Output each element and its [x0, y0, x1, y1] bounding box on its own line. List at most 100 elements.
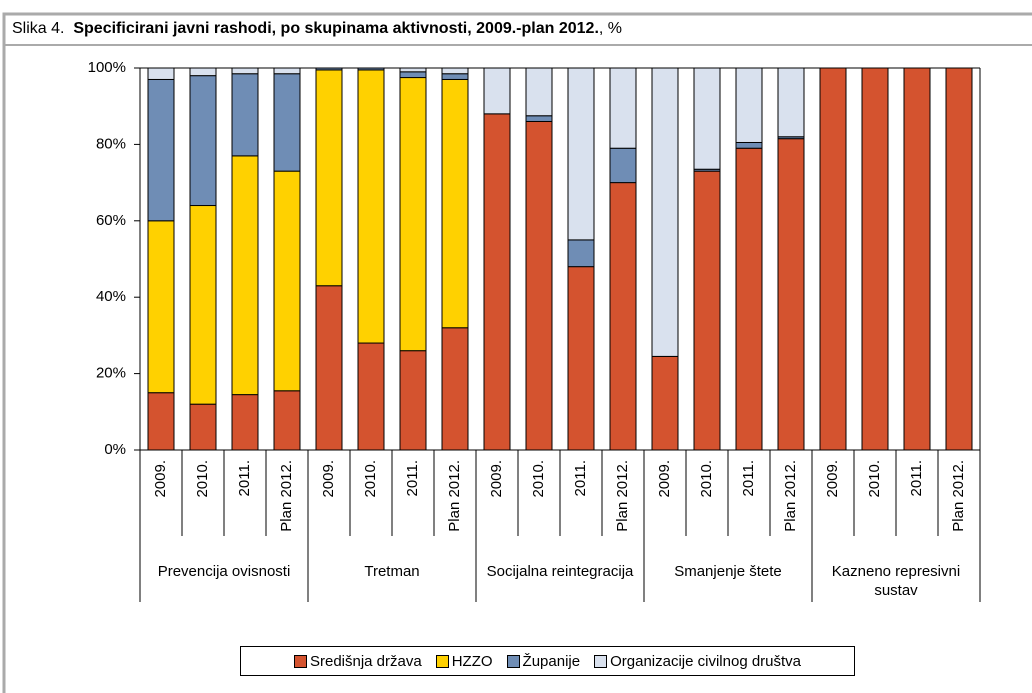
- bar-segment: [735, 147, 763, 451]
- group-label: Tretman: [364, 563, 420, 580]
- x-tick-label: 2010.: [530, 460, 547, 498]
- x-tick-label: 2010.: [866, 460, 883, 498]
- legend-label: Središnja država: [309, 652, 422, 670]
- bar-segment: [525, 115, 553, 122]
- chart-title: Slika 4. Specificirani javni rashodi, po…: [12, 20, 622, 38]
- bar-segment: [441, 327, 469, 451]
- bar-segment: [273, 390, 301, 451]
- x-tick-label: 2009.: [320, 460, 337, 498]
- legend-label: HZZO: [451, 652, 493, 670]
- bar-segment: [861, 67, 889, 451]
- x-tick-label: 2010.: [698, 460, 715, 498]
- x-tick-label: 2010.: [194, 460, 211, 498]
- x-tick-label: Plan 2012.: [446, 460, 463, 532]
- x-tick-label: 2009.: [824, 460, 841, 498]
- bar-segment: [609, 147, 637, 184]
- bar-segment: [525, 120, 553, 451]
- title-suffix: , %: [598, 20, 623, 37]
- bar-segment: [399, 71, 427, 79]
- y-tick-label: 60%: [96, 212, 126, 229]
- bar-segment: [147, 392, 175, 451]
- frame: [2, 12, 1032, 693]
- y-tick-label: 80%: [96, 135, 126, 152]
- x-tick-label: Plan 2012.: [950, 460, 967, 532]
- bar-segment: [357, 342, 385, 451]
- bar-segment: [441, 78, 469, 329]
- bar-segment: [483, 67, 511, 115]
- bar-segment: [399, 350, 427, 451]
- legend-swatch: [435, 654, 449, 668]
- y-tick-label: 20%: [96, 365, 126, 382]
- x-tick-label: 2009.: [152, 460, 169, 498]
- bar-segment: [819, 67, 847, 451]
- legend: Središnja država HZZO Županije Organizacije…: [240, 646, 855, 676]
- bar-segment: [147, 67, 175, 80]
- group-label: Socijalna reintegracija: [486, 563, 634, 580]
- bar-segment: [189, 403, 217, 451]
- group-label: Kazneno represivni sustav: [831, 563, 961, 599]
- bar-segment: [735, 67, 763, 143]
- x-tick-label: 2010.: [362, 460, 379, 498]
- bar-segment: [945, 67, 973, 451]
- bar-segment: [441, 73, 469, 80]
- bar-segment: [315, 69, 343, 287]
- bar-segment: [399, 67, 427, 73]
- y-tick-label: 100%: [88, 59, 126, 76]
- bar-segment: [231, 73, 259, 157]
- bar-segment: [147, 220, 175, 394]
- bar-segment: [441, 67, 469, 75]
- bar-segment: [273, 67, 301, 75]
- group-label: Smanjenje štete: [674, 563, 782, 580]
- y-tick-label: 40%: [96, 288, 126, 305]
- bar-segment: [189, 205, 217, 405]
- x-tick-label: 2011.: [236, 460, 253, 496]
- bar-segment: [315, 285, 343, 451]
- bar-segment: [567, 266, 595, 451]
- bar-segment: [189, 75, 217, 207]
- legend-label: Županije: [522, 652, 581, 670]
- x-tick-label: Plan 2012.: [614, 460, 631, 532]
- bar-segment: [651, 67, 679, 357]
- bar-segment: [903, 67, 931, 451]
- legend-item: Županije: [506, 652, 581, 670]
- x-tick-label: 2009.: [656, 460, 673, 498]
- group-label: Prevencija ovisnosti: [157, 563, 291, 580]
- bar-segment: [609, 182, 637, 451]
- x-tick-label: 2011.: [572, 460, 589, 496]
- legend-item: Organizacije civilnog društva: [594, 653, 801, 670]
- bar-segment: [399, 77, 427, 352]
- bar-segment: [189, 67, 217, 77]
- title-prefix: Slika 4.: [12, 20, 65, 37]
- legend-swatch: [506, 654, 520, 668]
- x-tick-label: 2011.: [908, 460, 925, 496]
- bar-segment: [525, 67, 553, 117]
- bar-segment: [357, 69, 385, 344]
- title-main: Specificirani javni rashodi, po skupinam…: [73, 20, 599, 37]
- bar-segment: [735, 141, 763, 149]
- legend-item: Središnja država: [293, 652, 422, 670]
- bar-segment: [147, 78, 175, 222]
- bar-segment: [273, 170, 301, 392]
- bar-segment: [567, 67, 595, 241]
- bar-segment: [231, 394, 259, 451]
- bar-segment: [231, 67, 259, 75]
- y-tick-label: 0%: [104, 441, 126, 458]
- bar-segment: [693, 170, 721, 451]
- x-tick-label: 2011.: [740, 460, 757, 496]
- x-tick-label: Plan 2012.: [782, 460, 799, 532]
- bar-segment: [231, 155, 259, 396]
- legend-item: HZZO: [435, 652, 493, 670]
- legend-swatch: [293, 654, 307, 668]
- x-tick-label: 2011.: [404, 460, 421, 496]
- bar-segment: [609, 67, 637, 149]
- bar-segment: [777, 138, 805, 451]
- bar-segment: [777, 67, 805, 138]
- bar-segment: [651, 355, 679, 451]
- bar-segment: [483, 113, 511, 451]
- bar-segment: [273, 73, 301, 172]
- x-tick-label: 2009.: [488, 460, 505, 498]
- legend-swatch: [594, 654, 608, 668]
- bar-segment: [693, 67, 721, 170]
